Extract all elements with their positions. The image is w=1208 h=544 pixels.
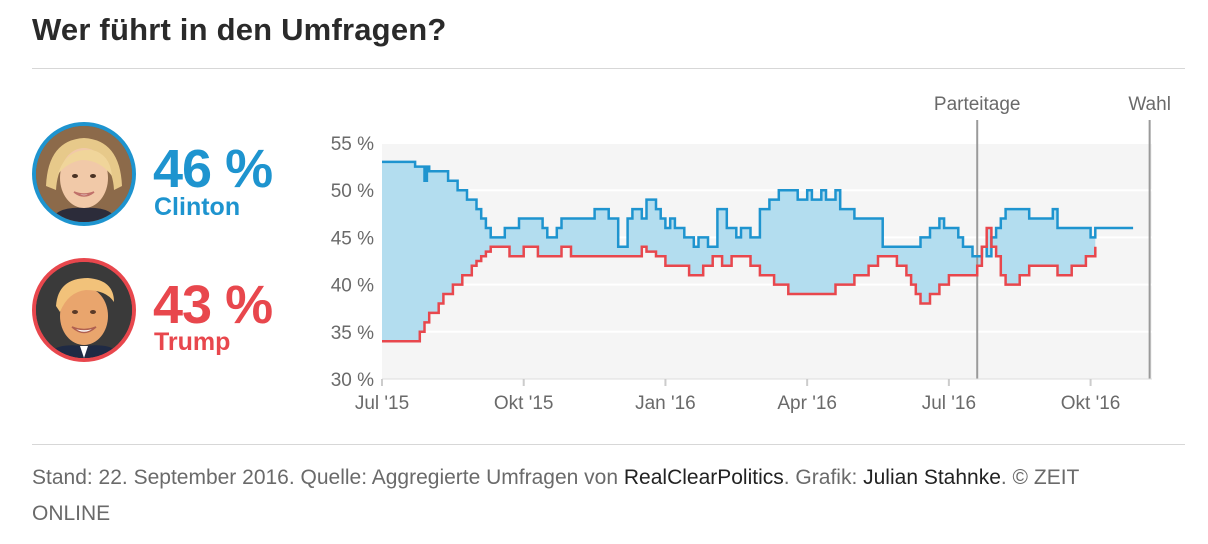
x-tick-label: Okt '16	[1061, 393, 1121, 414]
clinton-avatar	[32, 122, 136, 226]
trump-series-line	[382, 226, 1097, 343]
footer-credits: Stand: 22. September 2016. Quelle: Aggre…	[32, 460, 1092, 532]
poll-chart: 30 % 35 % 40 % 45 % 50 % 55 % Parteitage Wahl Ju…	[300, 80, 1200, 430]
trump-percent: 43 %	[153, 275, 273, 335]
top-divider	[32, 68, 1185, 69]
y-tick-label: 40 %	[331, 276, 374, 297]
poll-chart-svg: 30 % 35 % 40 % 45 % 50 % 55 % Parteitage Wahl Ju…	[331, 94, 1171, 414]
footer-text-middle: . Grafik:	[783, 466, 864, 489]
trump-avatar	[32, 258, 136, 362]
x-tick-label: Okt '15	[494, 393, 554, 414]
y-tick-label: 50 %	[331, 181, 374, 202]
x-tick-label: Jul '16	[922, 393, 976, 414]
y-tick-label: 30 %	[331, 370, 374, 391]
trump-portrait-icon	[36, 262, 132, 358]
bottom-divider	[32, 444, 1185, 445]
x-tick-label: Jan '16	[635, 393, 696, 414]
clinton-name: Clinton	[154, 193, 241, 221]
footer-text-before: Stand: 22. September 2016. Quelle: Aggre…	[32, 466, 624, 489]
x-tick-label: Apr '16	[777, 393, 837, 414]
trump-name: Trump	[154, 328, 231, 356]
gap-area	[382, 161, 1096, 342]
page-title: Wer führt in den Umfragen?	[32, 12, 447, 47]
clinton-portrait-icon	[36, 126, 132, 222]
event-marker-label: Wahl	[1128, 94, 1171, 115]
source-link[interactable]: RealClearPolitics	[623, 466, 784, 489]
author-name: Julian Stahnke	[863, 466, 1001, 489]
y-tick-label: 45 %	[331, 228, 374, 249]
footer-text-after: . © ZEIT ONLINE	[32, 466, 1079, 525]
clinton-percent: 46 %	[153, 139, 273, 199]
y-tick-label: 55 %	[331, 134, 374, 155]
event-marker-label: Parteitage	[934, 94, 1021, 115]
x-tick-label: Jul '15	[355, 393, 409, 414]
y-tick-label: 35 %	[331, 323, 374, 344]
